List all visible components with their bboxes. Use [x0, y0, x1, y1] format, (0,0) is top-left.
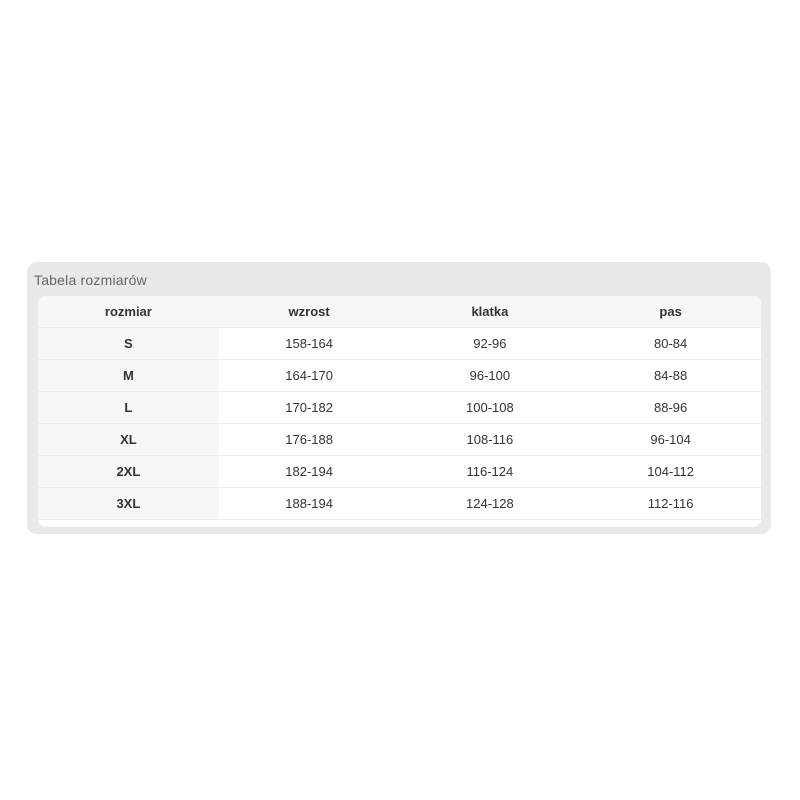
table-row-s: S 158-164 92-96 80-84 [38, 328, 761, 360]
wzrost-value: 176-188 [285, 432, 333, 447]
size-label: 2XL [38, 456, 219, 487]
pas-value: 104-112 [647, 464, 694, 479]
table-row-2xl: 2XL 182-194 116-124 104-112 [38, 456, 761, 488]
size-label: L [38, 392, 219, 423]
panel-title: Tabela rozmiarów [34, 272, 147, 288]
size-table-panel: Tabela rozmiarów rozmiar wzrost klatka p… [27, 262, 771, 534]
klatka-value: 108-116 [466, 432, 514, 447]
wzrost-value: 164-170 [285, 368, 333, 383]
column-header-pas: pas [659, 304, 682, 319]
size-label: 3XL [38, 488, 219, 519]
wzrost-value: 182-194 [285, 464, 333, 479]
table-row-l: L 170-182 100-108 88-96 [38, 392, 761, 424]
pas-value: 84-88 [654, 368, 688, 383]
wzrost-value: 170-182 [285, 400, 333, 415]
pas-value: 96-104 [650, 432, 691, 447]
table-header-row: rozmiar wzrost klatka pas [38, 296, 761, 328]
klatka-value: 116-124 [466, 464, 514, 479]
size-label: S [38, 328, 219, 359]
pas-value: 80-84 [654, 336, 688, 351]
table-row-3xl: 3XL 188-194 124-128 112-116 [38, 488, 761, 520]
column-header-wzrost: wzrost [288, 304, 330, 319]
size-label: M [38, 360, 219, 391]
column-header-rozmiar: rozmiar [104, 304, 152, 319]
wzrost-value: 158-164 [285, 336, 333, 351]
klatka-value: 124-128 [466, 496, 514, 511]
klatka-value: 100-108 [466, 400, 514, 415]
column-header-klatka: klatka [471, 304, 509, 319]
size-label: XL [38, 424, 219, 455]
table-row-xl: XL 176-188 108-116 96-104 [38, 424, 761, 456]
klatka-value: 92-96 [473, 336, 507, 351]
pas-value: 88-96 [654, 400, 688, 415]
pas-value: 112-116 [647, 496, 694, 511]
table-row-m: M 164-170 96-100 84-88 [38, 360, 761, 392]
size-table: rozmiar wzrost klatka pas S 158-164 92-9… [38, 296, 761, 527]
klatka-value: 96-100 [469, 368, 511, 383]
wzrost-value: 188-194 [285, 496, 333, 511]
